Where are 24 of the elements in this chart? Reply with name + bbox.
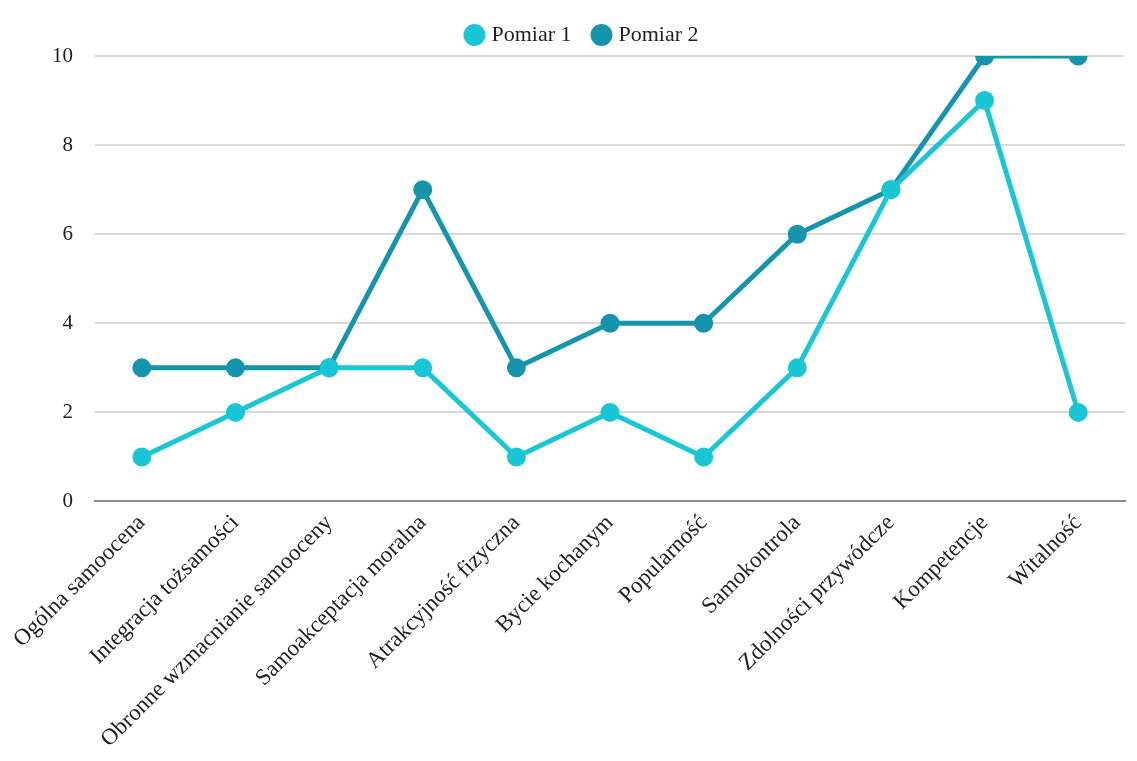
y-tick-label: 6 xyxy=(62,220,73,245)
point xyxy=(694,313,714,333)
point xyxy=(132,358,152,378)
point xyxy=(787,358,807,378)
point xyxy=(132,447,152,467)
y-tick-label: 4 xyxy=(62,309,74,334)
point xyxy=(600,313,620,333)
point xyxy=(975,91,995,111)
y-tick-label: 0 xyxy=(62,488,73,513)
point xyxy=(506,358,526,378)
point xyxy=(1068,402,1088,422)
point xyxy=(225,402,245,422)
point xyxy=(225,358,245,378)
y-tick-label: 10 xyxy=(52,42,73,67)
point xyxy=(506,447,526,467)
point xyxy=(413,180,433,200)
legend-label: Pomiar 2 xyxy=(618,20,699,46)
legend-label: Pomiar 1 xyxy=(491,20,572,46)
y-tick-label: 8 xyxy=(62,131,73,156)
point xyxy=(413,358,433,378)
point xyxy=(694,447,714,467)
point xyxy=(600,402,620,422)
y-tick-label: 2 xyxy=(62,398,73,423)
point xyxy=(787,224,807,244)
